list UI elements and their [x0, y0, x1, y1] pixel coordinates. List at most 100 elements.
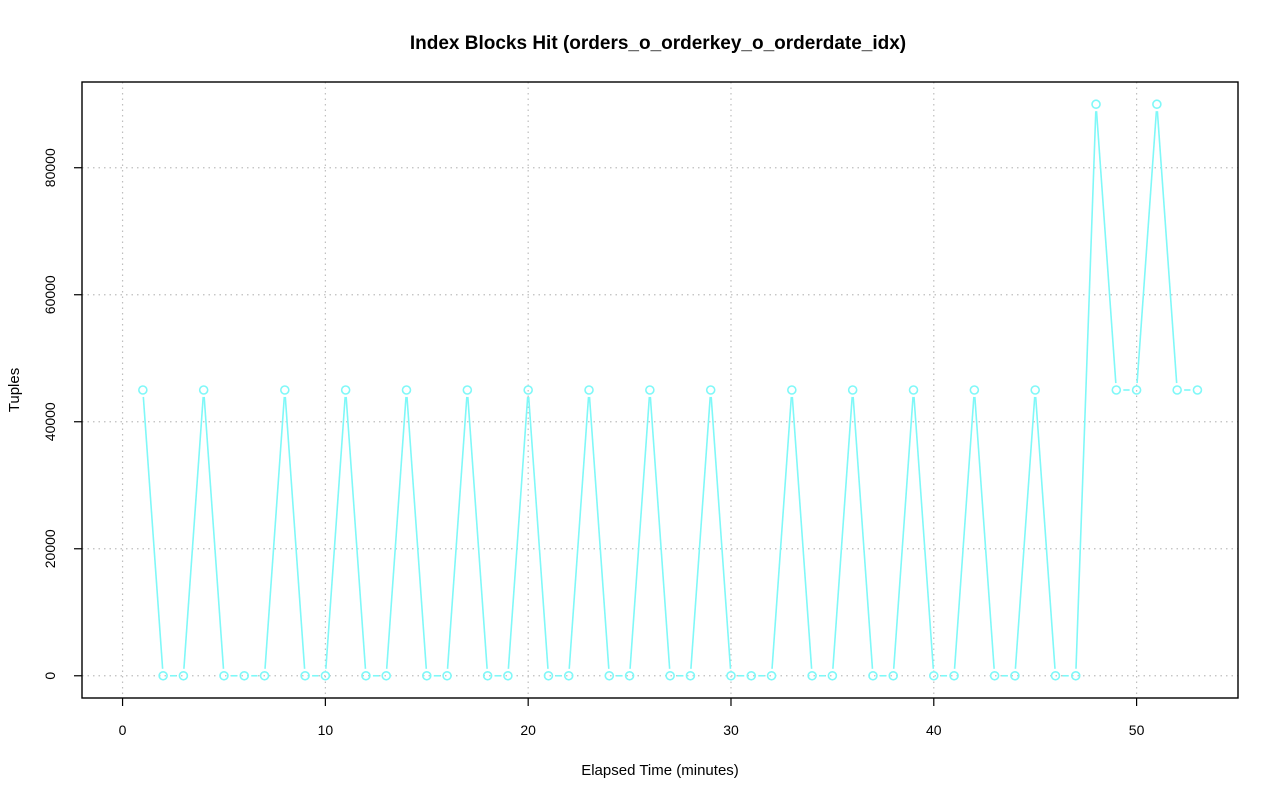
y-tick-label: 40000	[42, 402, 58, 441]
data-point	[1111, 385, 1122, 395]
data-point	[280, 385, 290, 395]
data-point	[442, 670, 452, 681]
series-line-segment	[892, 396, 914, 669]
data-point	[1010, 670, 1020, 681]
series	[138, 99, 1203, 681]
data-point	[949, 670, 959, 681]
data-point	[1091, 99, 1101, 110]
series-line-segment	[385, 396, 407, 669]
data-point	[219, 670, 229, 681]
data-point	[645, 385, 655, 395]
series-line-segment	[507, 396, 529, 669]
data-point	[421, 670, 432, 681]
series-line-segment	[629, 396, 651, 669]
series-line-segment	[406, 396, 428, 669]
data-point	[1152, 99, 1162, 110]
data-point	[847, 385, 858, 395]
series-line-segment	[832, 396, 853, 669]
series-line-segment	[345, 396, 367, 669]
series-line-segment	[568, 396, 590, 669]
data-point	[604, 670, 615, 681]
chart-title: Index Blocks Hit (orders_o_orderkey_o_or…	[410, 33, 906, 54]
series-line-segment	[791, 396, 813, 669]
data-point	[584, 385, 594, 395]
data-point	[300, 670, 310, 681]
series-line-segment	[974, 396, 995, 669]
x-tick-label: 20	[520, 722, 536, 738]
data-point	[482, 670, 493, 681]
data-point	[138, 385, 148, 395]
data-point	[401, 385, 412, 395]
x-tick-label: 30	[723, 722, 739, 738]
x-tick-label: 50	[1129, 722, 1145, 738]
data-point	[766, 670, 777, 681]
data-point	[746, 670, 757, 681]
x-tick-label: 40	[926, 722, 942, 738]
data-point	[563, 670, 574, 681]
data-point	[969, 385, 980, 395]
y-axis-label: Tuples	[6, 368, 23, 412]
data-point	[198, 385, 209, 395]
data-point	[787, 385, 797, 395]
series-line-segment	[446, 396, 468, 669]
data-point	[320, 670, 331, 681]
series-line-segment	[203, 396, 225, 669]
series-line-segment	[852, 396, 874, 669]
data-point	[158, 670, 168, 681]
series-line-segment	[1034, 396, 1056, 669]
data-point	[989, 670, 1000, 681]
series-line-segment	[1014, 396, 1036, 669]
data-point	[1070, 670, 1081, 681]
data-point	[1050, 670, 1061, 681]
y-tick-label: 60000	[42, 275, 58, 314]
data-point	[1131, 385, 1142, 395]
y-tick-label: 20000	[42, 529, 58, 568]
data-point	[665, 670, 675, 681]
data-point	[381, 670, 392, 681]
y-tick-label: 0	[42, 672, 58, 680]
series-line-segment	[710, 396, 732, 669]
data-point	[1030, 385, 1040, 395]
series-line-segment	[690, 396, 712, 669]
series-line-segment	[953, 396, 975, 669]
series-line-segment	[1156, 111, 1178, 384]
data-point	[827, 670, 838, 681]
data-point	[685, 670, 696, 681]
y-tick-label: 80000	[42, 148, 58, 187]
series-line-segment	[527, 396, 549, 669]
series-line-segment	[264, 396, 286, 669]
data-point	[807, 670, 817, 681]
plot-frame	[81, 81, 1239, 699]
series-line-segment	[649, 396, 671, 669]
data-point	[523, 385, 533, 395]
data-point	[705, 385, 716, 395]
data-point	[503, 670, 513, 681]
x-axis-label: Elapsed Time (minutes)	[581, 762, 739, 779]
data-point	[543, 670, 554, 681]
x-axis-ticks: 0 10 20 30 40 50	[119, 698, 1145, 738]
data-point	[624, 670, 635, 681]
series-line-segment	[325, 396, 346, 669]
grid-lines	[82, 82, 1238, 698]
data-point	[1192, 385, 1203, 395]
data-point	[888, 670, 899, 681]
data-point	[178, 670, 189, 681]
y-axis-ticks: 0 20000 40000 60000 80000	[42, 148, 82, 680]
series-line-segment	[1075, 111, 1097, 669]
data-point	[868, 670, 878, 681]
series-line-segment	[467, 396, 488, 669]
data-point	[726, 670, 736, 681]
series-line-segment	[771, 396, 793, 669]
data-point	[908, 385, 919, 395]
x-tick-label: 0	[119, 722, 127, 738]
x-tick-label: 10	[318, 722, 334, 738]
data-point	[259, 670, 270, 681]
data-point	[340, 385, 351, 395]
series-line-segment	[1136, 111, 1158, 384]
data-point	[462, 385, 473, 395]
series-line-segment	[284, 396, 306, 669]
data-point	[928, 670, 939, 681]
data-point	[1172, 385, 1182, 395]
data-point	[361, 670, 371, 681]
